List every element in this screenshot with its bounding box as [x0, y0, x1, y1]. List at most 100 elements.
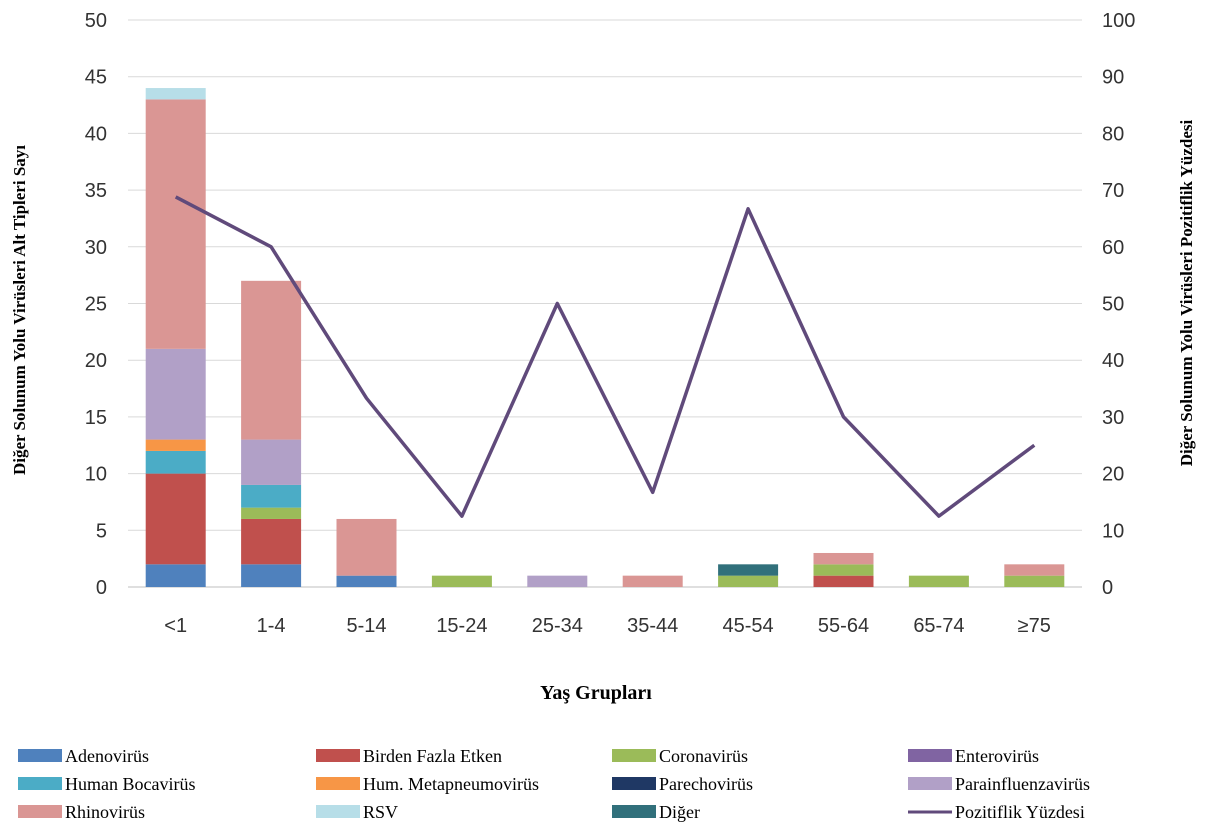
left-axis-ticks: 0 5 10 15 20 25 30 35 40 45 50 — [85, 10, 107, 599]
y-tick-label: 5 — [96, 520, 107, 542]
y2-tick-label: 90 — [1102, 67, 1124, 89]
legend-label: Adenovirüs — [65, 746, 149, 766]
x-tick-label: 25-34 — [532, 615, 583, 637]
legend-swatch — [908, 777, 952, 790]
legend-item: Birden Fazla Etken — [316, 746, 502, 766]
bar-segment — [813, 564, 874, 576]
legend-item: Human Bocavirüs — [18, 774, 195, 794]
legend-swatch — [612, 749, 656, 762]
legend-label: Birden Fazla Etken — [363, 746, 502, 766]
legend-label: Diğer — [659, 802, 700, 822]
x-axis-ticks: <1 1-4 5-14 15-24 25-34 35-44 45-54 55-64 65-74 ≥… — [164, 615, 1051, 637]
legend-item: RSV — [316, 802, 398, 822]
legend-item: Pozitiflik Yüzdesi — [908, 802, 1085, 822]
bar-segment — [813, 552, 874, 565]
legend: Adenovirüs Birden Fazla Etken Coronavirüs E… — [18, 746, 1090, 822]
x-tick-label: 55-64 — [818, 615, 869, 637]
x-tick-label: <1 — [164, 615, 187, 637]
x-axis-title: Yaş Grupları — [540, 682, 652, 704]
y2-tick-label: 10 — [1102, 520, 1124, 542]
legend-swatch — [612, 805, 656, 818]
y2-tick-label: 20 — [1102, 464, 1124, 486]
legend-label: RSV — [363, 802, 398, 822]
x-tick-label: 35-44 — [627, 615, 678, 637]
legend-label: Coronavirüs — [659, 746, 748, 766]
y-tick-label: 45 — [85, 67, 107, 89]
bar-segment — [718, 564, 779, 576]
y-axis-title: Diğer Solunum Yolu Virüsleri Alt Tipleri… — [10, 145, 29, 475]
legend-swatch — [316, 805, 360, 818]
y2-tick-label: 70 — [1102, 180, 1124, 202]
bar-segment — [1004, 575, 1065, 587]
y2-tick-label: 100 — [1102, 10, 1135, 32]
y-tick-label: 0 — [96, 577, 107, 599]
right-axis-ticks: 0 10 20 30 40 50 60 70 80 90 100 — [1102, 10, 1135, 599]
percentage-line — [174, 195, 1036, 518]
legend-swatch — [18, 777, 62, 790]
bar-segment — [145, 348, 206, 440]
x-tick-label: 1-4 — [257, 615, 286, 637]
legend-item: Diğer — [612, 802, 700, 822]
y-tick-label: 50 — [85, 10, 107, 32]
bar-segment — [241, 564, 302, 587]
legend-item: Parechovirüs — [612, 774, 753, 794]
y-tick-label: 35 — [85, 180, 107, 202]
legend-label: Enterovirüs — [955, 746, 1039, 766]
bar-segment — [813, 575, 874, 587]
legend-label: Human Bocavirüs — [65, 774, 195, 794]
legend-swatch — [316, 749, 360, 762]
bar-segment — [527, 575, 588, 587]
legend-swatch — [316, 777, 360, 790]
legend-item: Rhinovirüs — [18, 802, 145, 822]
bar-segment — [145, 473, 206, 565]
legend-item: Hum. Metapneumovirüs — [316, 774, 539, 794]
legend-swatch — [908, 749, 952, 762]
bar-segment — [718, 575, 779, 587]
bar-segment — [1004, 564, 1065, 576]
bar-segment — [145, 99, 206, 349]
legend-item: Parainfluenzavirüs — [908, 774, 1090, 794]
legend-swatch — [18, 805, 62, 818]
legend-label: Hum. Metapneumovirüs — [363, 774, 539, 794]
bar-segment — [241, 507, 302, 519]
bar-segment — [241, 280, 302, 440]
legend-label: Pozitiflik Yüzdesi — [955, 802, 1085, 822]
bar-segment — [145, 439, 206, 451]
bar-segment — [241, 484, 302, 508]
y2-tick-label: 60 — [1102, 237, 1124, 259]
legend-label: Parechovirüs — [659, 774, 753, 794]
legend-item: Enterovirüs — [908, 746, 1039, 766]
y-tick-label: 40 — [85, 123, 107, 145]
legend-item: Coronavirüs — [612, 746, 748, 766]
y2-tick-label: 40 — [1102, 350, 1124, 372]
x-tick-label: 5-14 — [346, 615, 386, 637]
y-tick-label: 20 — [85, 350, 107, 372]
legend-label: Parainfluenzavirüs — [955, 774, 1090, 794]
legend-swatch — [612, 777, 656, 790]
y-tick-label: 15 — [85, 407, 107, 429]
bar-segment — [241, 439, 302, 485]
bar-segment — [241, 518, 302, 565]
bar-segment — [336, 575, 397, 587]
bar-segment — [145, 88, 206, 100]
bars — [145, 88, 1065, 587]
y-tick-label: 10 — [85, 464, 107, 486]
x-tick-label: 65-74 — [913, 615, 964, 637]
x-tick-label: 15-24 — [436, 615, 487, 637]
bar-segment — [622, 575, 683, 587]
y-tick-label: 25 — [85, 294, 107, 316]
y2-tick-label: 80 — [1102, 123, 1124, 145]
y-tick-label: 30 — [85, 237, 107, 259]
bar-segment — [431, 575, 492, 587]
percentage-line-path — [174, 195, 1036, 518]
legend-label: Rhinovirüs — [65, 802, 145, 822]
legend-item: Adenovirüs — [18, 746, 149, 766]
x-tick-label: 45-54 — [723, 615, 774, 637]
y2-tick-label: 50 — [1102, 294, 1124, 316]
bar-segment — [336, 518, 397, 576]
y2-axis-title: Diğer Solunum Yolu Virüsleri Pozitiflik … — [1177, 119, 1196, 466]
bar-segment — [145, 564, 206, 587]
bar-segment — [145, 450, 206, 474]
legend-swatch — [18, 749, 62, 762]
